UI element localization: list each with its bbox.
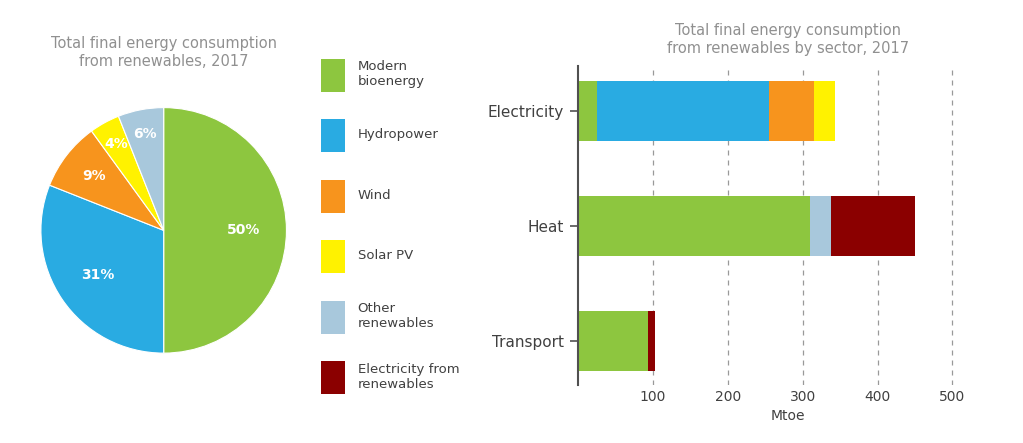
Title: Total final energy consumption
from renewables, 2017: Total final energy consumption from rene… — [51, 36, 276, 69]
Bar — [648, 311, 655, 371]
Text: Solar PV: Solar PV — [358, 249, 413, 262]
Text: Other
renewables: Other renewables — [358, 302, 435, 330]
Text: 50%: 50% — [227, 223, 260, 237]
FancyBboxPatch shape — [321, 59, 345, 92]
Bar — [578, 196, 810, 256]
Text: 4%: 4% — [104, 137, 128, 152]
FancyBboxPatch shape — [321, 240, 345, 273]
Title: Total final energy consumption
from renewables by sector, 2017: Total final energy consumption from rene… — [667, 23, 908, 55]
Text: Electricity from
renewables: Electricity from renewables — [358, 362, 459, 391]
Wedge shape — [119, 108, 164, 230]
Text: 9%: 9% — [82, 169, 105, 183]
Text: Hydropower: Hydropower — [358, 128, 439, 141]
Text: 6%: 6% — [133, 127, 158, 141]
FancyBboxPatch shape — [321, 180, 345, 213]
FancyBboxPatch shape — [321, 119, 345, 152]
Bar — [810, 196, 831, 256]
Bar — [814, 81, 835, 141]
Text: Modern
bioenergy: Modern bioenergy — [358, 60, 425, 89]
Bar — [769, 81, 814, 141]
FancyBboxPatch shape — [321, 300, 345, 334]
Wedge shape — [91, 116, 164, 230]
Bar — [831, 196, 915, 256]
Bar — [578, 81, 596, 141]
Text: Wind: Wind — [358, 189, 391, 202]
Wedge shape — [164, 108, 286, 353]
Text: 31%: 31% — [81, 268, 115, 282]
Bar — [596, 81, 769, 141]
Bar — [578, 311, 648, 371]
Wedge shape — [41, 185, 164, 353]
Wedge shape — [49, 131, 164, 230]
X-axis label: Mtoe: Mtoe — [770, 409, 805, 423]
FancyBboxPatch shape — [321, 361, 345, 394]
